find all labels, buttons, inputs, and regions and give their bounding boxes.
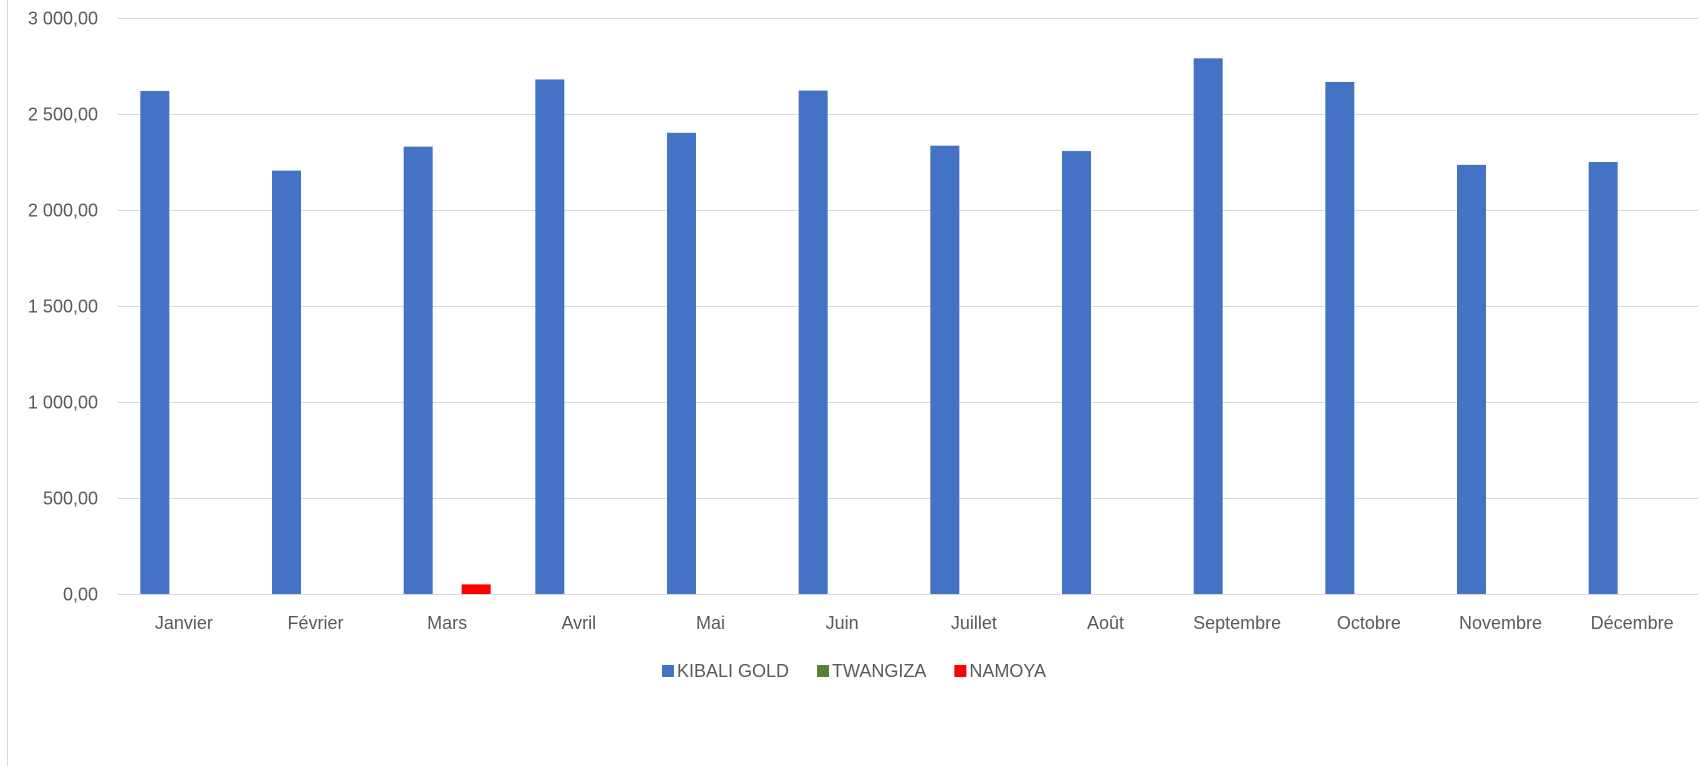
x-tick-label: Novembre bbox=[1459, 613, 1542, 633]
bar bbox=[535, 79, 565, 594]
bar bbox=[272, 170, 301, 594]
y-tick-label: 2 500,00 bbox=[28, 105, 98, 125]
gridlines bbox=[118, 18, 1698, 499]
x-tick-label: Mars bbox=[427, 613, 467, 633]
legend-label: KIBALI GOLD bbox=[677, 661, 789, 681]
bar bbox=[1193, 58, 1223, 594]
bar bbox=[461, 584, 491, 594]
bar bbox=[667, 132, 696, 595]
bar bbox=[798, 90, 828, 595]
x-tick-label: Mai bbox=[696, 613, 725, 633]
x-tick-label: Janvier bbox=[155, 613, 213, 633]
y-tick-label: 2 000,00 bbox=[28, 201, 98, 221]
y-tick-label: 3 000,00 bbox=[28, 9, 98, 29]
bar bbox=[403, 146, 433, 594]
legend-label: TWANGIZA bbox=[832, 661, 926, 681]
x-tick-label: Juillet bbox=[951, 613, 997, 633]
bar bbox=[1325, 81, 1355, 595]
legend-items: KIBALI GOLD TWANGIZA NAMOYA bbox=[661, 661, 1046, 681]
bar bbox=[140, 90, 170, 595]
x-tick-label: Octobre bbox=[1337, 613, 1401, 633]
legend-swatch bbox=[954, 665, 967, 677]
legend-swatch bbox=[661, 665, 674, 677]
x-tick-label: Juin bbox=[826, 613, 859, 633]
legend-item: TWANGIZA bbox=[817, 661, 926, 681]
legend-item: KIBALI GOLD bbox=[661, 661, 789, 681]
x-tick-label: Août bbox=[1087, 613, 1124, 633]
x-axis-tick-labels: Janvier Février Mars Avril Mai Juin Juillet Aoû… bbox=[155, 613, 1674, 633]
y-tick-label: 0,00 bbox=[63, 585, 98, 605]
legend: KIBALI GOLD TWANGIZA NAMOYA bbox=[661, 661, 1046, 681]
legend-swatch bbox=[817, 665, 830, 677]
bar bbox=[1457, 164, 1486, 594]
x-tick-label: Septembre bbox=[1193, 613, 1281, 633]
legend-item: NAMOYA bbox=[954, 661, 1046, 681]
y-axis-tick-labels: 0,00 500,00 1 000,00 1 500,00 2 000,00 2 500,… bbox=[28, 9, 98, 605]
bar bbox=[1062, 151, 1091, 594]
legend-label: NAMOYA bbox=[969, 661, 1046, 681]
x-tick-label: Février bbox=[287, 613, 343, 633]
x-tick-label: Décembre bbox=[1591, 613, 1674, 633]
x-tick-label: Avril bbox=[561, 613, 596, 633]
y-tick-label: 1 500,00 bbox=[28, 297, 98, 317]
bars bbox=[140, 58, 1618, 595]
y-tick-label: 1 000,00 bbox=[28, 393, 98, 413]
bar bbox=[930, 145, 960, 594]
bar bbox=[1588, 162, 1618, 594]
y-tick-label: 500,00 bbox=[43, 489, 98, 509]
